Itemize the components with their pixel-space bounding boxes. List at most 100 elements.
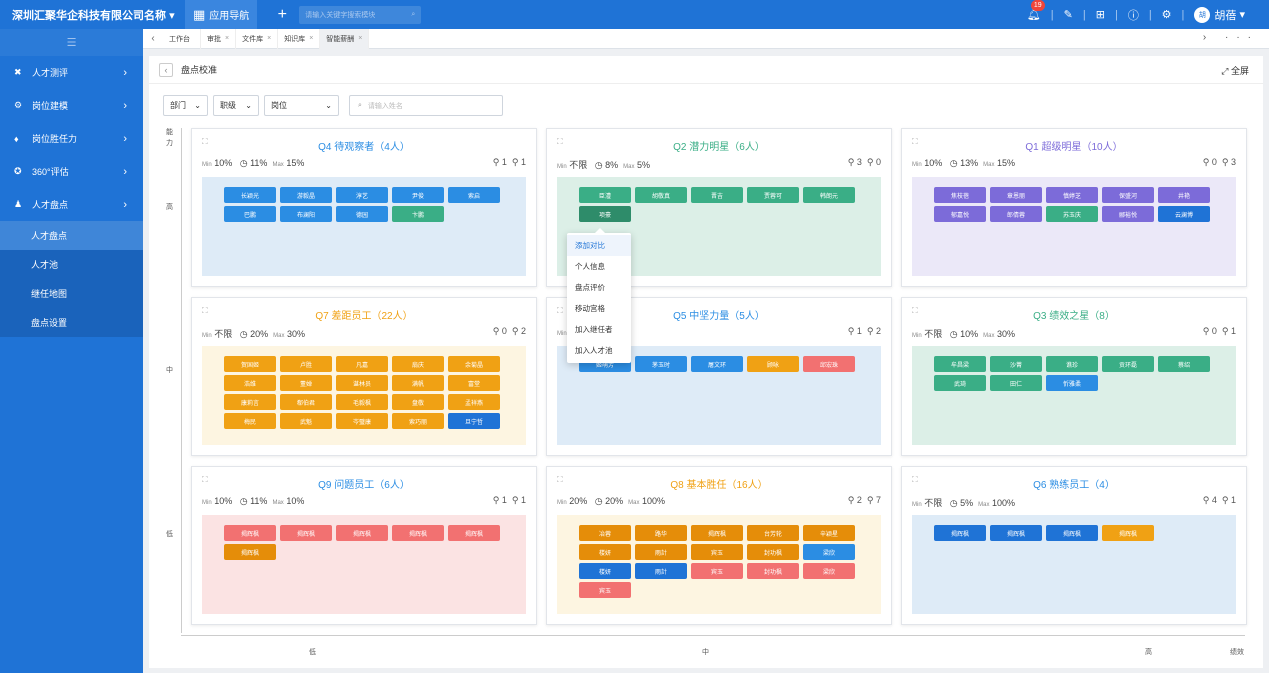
employee-chip[interactable]: 韩朗元 bbox=[803, 187, 855, 203]
employee-chip[interactable]: 晋吉 bbox=[691, 187, 743, 203]
employee-chip[interactable]: 武魁 bbox=[280, 413, 332, 429]
employee-chip[interactable]: 揭辉枫 bbox=[1102, 525, 1154, 541]
employee-chip[interactable]: 旦宁哲 bbox=[448, 413, 500, 429]
employee-chip[interactable]: 淳艺 bbox=[336, 187, 388, 203]
employee-chip[interactable]: 郁嘉悦 bbox=[934, 206, 986, 222]
employee-chip[interactable]: 贾蓉可 bbox=[747, 187, 799, 203]
employee-chip[interactable]: 揭辉枫 bbox=[392, 525, 444, 541]
context-menu-item[interactable]: 加入人才池 bbox=[575, 346, 613, 355]
dept-select[interactable]: 部门 ⌄ bbox=[163, 95, 208, 116]
context-menu-item[interactable]: 添加对比 bbox=[567, 235, 631, 256]
context-menu-item[interactable]: 移动宫格 bbox=[575, 304, 605, 313]
tab-3[interactable]: 知识库 × bbox=[278, 28, 321, 49]
sidebar-item-3[interactable]: ✪ 360°评估 › bbox=[0, 155, 143, 188]
sidebar-subitem-3[interactable]: 盘点设置 bbox=[0, 308, 143, 337]
tab-2[interactable]: 文件库 × bbox=[236, 28, 279, 49]
employee-chip[interactable]: 井艳 bbox=[1158, 187, 1210, 203]
employee-chip[interactable]: 长颖光 bbox=[224, 187, 276, 203]
context-menu-item[interactable]: 盘点评价 bbox=[575, 283, 605, 292]
employee-chip[interactable]: 宾玉 bbox=[691, 544, 743, 560]
back-icon[interactable]: ‹ bbox=[159, 62, 173, 77]
expand-icon[interactable]: ⛶ bbox=[912, 137, 918, 146]
employee-chip[interactable]: 顾咏 bbox=[747, 356, 799, 372]
employee-chip[interactable]: 胡敬真 bbox=[635, 187, 687, 203]
company-switcher[interactable]: 深圳汇聚华企科技有限公司名称 ▾ bbox=[0, 7, 175, 23]
employee-chip[interactable]: 武琦 bbox=[934, 375, 986, 391]
employee-chip[interactable]: 邱宏珠 bbox=[803, 356, 855, 372]
sidebar-item-2[interactable]: ♦ 岗位胜任力 › bbox=[0, 122, 143, 155]
notification-icon[interactable]: 🔔︎ 19 bbox=[1027, 0, 1045, 21]
employee-chip[interactable]: 孟祥燕 bbox=[448, 394, 500, 410]
search-input[interactable]: 请输入关键字搜索模块 ⌕ bbox=[299, 5, 422, 24]
employee-chip[interactable]: 凡嘉 bbox=[336, 356, 388, 372]
employee-chip[interactable]: 揭辉枫 bbox=[448, 525, 500, 541]
employee-chip[interactable]: 项豪 bbox=[579, 206, 631, 222]
employee-chip[interactable]: 宾玉 bbox=[579, 582, 631, 598]
employee-chip[interactable]: 揭辉枫 bbox=[336, 525, 388, 541]
edit-icon[interactable]: ✎ bbox=[1063, 9, 1073, 21]
help-icon[interactable]: ⓘ bbox=[1127, 9, 1139, 22]
employee-chip[interactable]: 盘敬 bbox=[392, 394, 444, 410]
employee-chip[interactable]: 布澜阳 bbox=[280, 206, 332, 222]
add-icon[interactable]: + bbox=[277, 5, 287, 23]
employee-chip[interactable]: 保盛河 bbox=[1102, 187, 1154, 203]
expand-icon[interactable]: ⛶ bbox=[557, 137, 563, 146]
employee-chip[interactable]: 谯珍 bbox=[1046, 356, 1098, 372]
level-select[interactable]: 职级 ⌄ bbox=[213, 95, 259, 116]
employee-chip[interactable]: 郗伯君 bbox=[280, 394, 332, 410]
employee-chip[interactable]: 焦枝蓓 bbox=[934, 187, 986, 203]
sidebar-subitem-0[interactable]: 人才盘点 bbox=[0, 221, 143, 250]
sidebar-subitem-2[interactable]: 继任地图 bbox=[0, 279, 143, 308]
expand-icon[interactable]: ⛶ bbox=[202, 306, 208, 315]
employee-chip[interactable]: 巴鹏 bbox=[224, 206, 276, 222]
expand-icon[interactable]: ⛶ bbox=[202, 475, 208, 484]
employee-chip[interactable]: 冶蓉 bbox=[579, 525, 631, 541]
employee-chip[interactable]: 梁欣 bbox=[803, 544, 855, 560]
employee-chip[interactable]: 蔡绍 bbox=[1158, 356, 1210, 372]
employee-chip[interactable]: 田仁 bbox=[990, 375, 1042, 391]
employee-chip[interactable]: 揭辉枫 bbox=[224, 544, 276, 560]
employee-chip[interactable]: 慎婷芝 bbox=[1046, 187, 1098, 203]
tab-prev-icon[interactable]: ‹ bbox=[151, 33, 155, 44]
employee-chip[interactable]: 路华 bbox=[635, 525, 687, 541]
employee-chip[interactable]: 屠文环 bbox=[691, 356, 743, 372]
position-select[interactable]: 岗位 ⌄ bbox=[264, 95, 339, 116]
tab-more-icon[interactable]: › ··· bbox=[1202, 32, 1259, 43]
employee-chip[interactable]: 尹俊 bbox=[392, 187, 444, 203]
employee-chip[interactable]: 揭辉枫 bbox=[691, 525, 743, 541]
employee-chip[interactable]: 章恩丽 bbox=[990, 187, 1042, 203]
employee-chip[interactable]: 郎倩蓉 bbox=[990, 206, 1042, 222]
expand-icon[interactable]: ⛶ bbox=[912, 475, 918, 484]
employee-chip[interactable]: 卢胜 bbox=[280, 356, 332, 372]
employee-chip[interactable]: 梁欣 bbox=[803, 563, 855, 579]
context-menu-item[interactable]: 加入继任者 bbox=[575, 325, 613, 334]
employee-chip[interactable]: 德园 bbox=[336, 206, 388, 222]
sidebar-item-0[interactable]: ✖ 人才测评 › bbox=[0, 56, 143, 89]
employee-chip[interactable]: 揭辉枫 bbox=[1046, 525, 1098, 541]
employee-chip[interactable]: 臣澧 bbox=[579, 187, 631, 203]
employee-chip[interactable]: 富堂 bbox=[448, 375, 500, 391]
employee-chip[interactable]: 雨計 bbox=[635, 563, 687, 579]
employee-chip[interactable]: 满帆 bbox=[392, 375, 444, 391]
tab-4[interactable]: 智能薪酬 × bbox=[320, 28, 370, 49]
employee-chip[interactable]: 楼妍 bbox=[579, 563, 631, 579]
employee-chip[interactable]: 忻雅柔 bbox=[1046, 375, 1098, 391]
employee-chip[interactable]: 揭辉枫 bbox=[934, 525, 986, 541]
employee-chip[interactable]: 沙菁 bbox=[990, 356, 1042, 372]
employee-chip[interactable]: 扇庆 bbox=[392, 356, 444, 372]
employee-chip[interactable]: 揭辉枫 bbox=[280, 525, 332, 541]
employee-chip[interactable]: 岑璧康 bbox=[336, 413, 388, 429]
name-search-input[interactable]: ⌕ 请输入姓名 bbox=[349, 95, 503, 116]
expand-icon[interactable]: ⛶ bbox=[557, 306, 563, 315]
employee-chip[interactable]: 贺国姬 bbox=[224, 356, 276, 372]
employee-chip[interactable]: 宾玉 bbox=[691, 563, 743, 579]
employee-chip[interactable]: 毛毅枫 bbox=[336, 394, 388, 410]
employee-chip[interactable]: 康莉言 bbox=[224, 394, 276, 410]
fullscreen-button[interactable]: ⤢ 全屏 bbox=[1221, 64, 1249, 77]
employee-chip[interactable]: 封功枫 bbox=[747, 563, 799, 579]
employee-chip[interactable]: 台芳轮 bbox=[747, 525, 799, 541]
employee-chip[interactable]: 苏玉庆 bbox=[1046, 206, 1098, 222]
employee-chip[interactable]: 游毅晶 bbox=[280, 187, 332, 203]
employee-chip[interactable]: 余菊晶 bbox=[448, 356, 500, 372]
close-icon[interactable]: × bbox=[358, 35, 363, 42]
